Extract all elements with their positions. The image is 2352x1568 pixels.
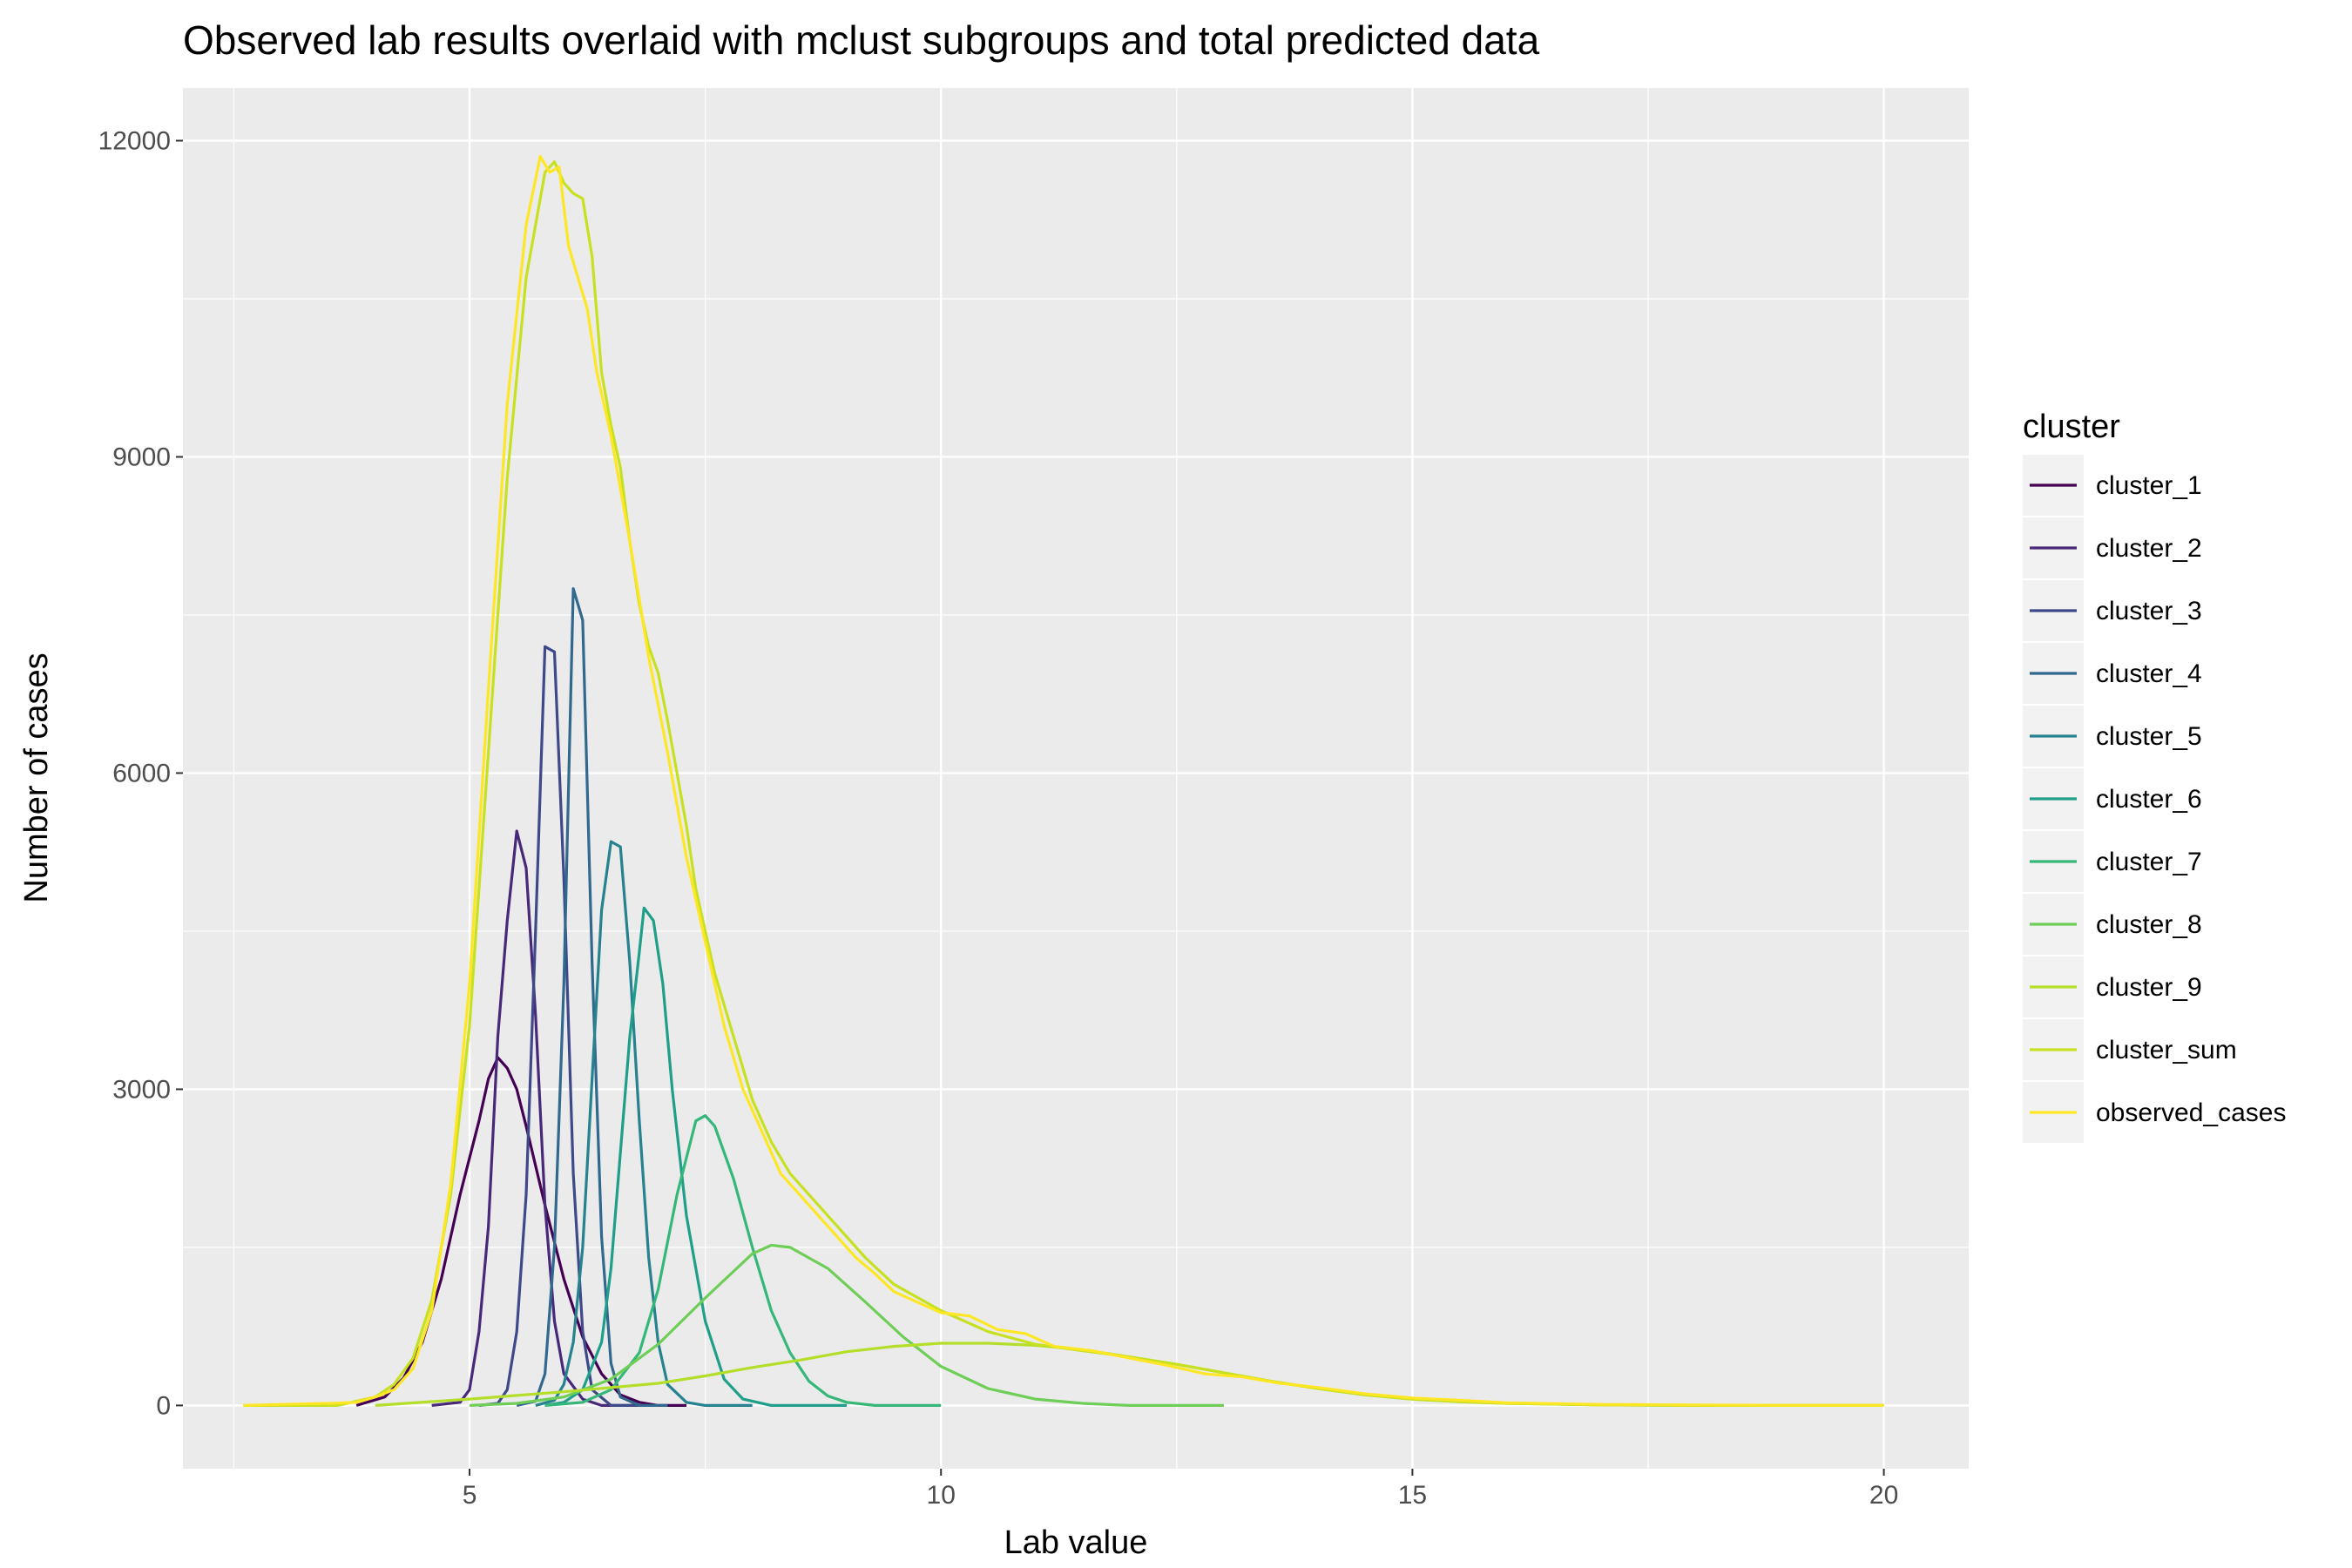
legend-label-cluster_6: cluster_6 <box>2096 785 2202 814</box>
legend-label-observed_cases: observed_cases <box>2096 1098 2286 1127</box>
y-axis-title: Number of cases <box>18 652 55 902</box>
series-line-cluster_8 <box>469 1243 1224 1407</box>
legend-label-cluster_9: cluster_9 <box>2096 973 2202 1002</box>
series-line-cluster_sum <box>243 160 1884 1407</box>
y-tick-label: 9000 <box>112 443 171 471</box>
y-tick-label: 0 <box>156 1391 171 1420</box>
y-tick-label: 3000 <box>112 1075 171 1104</box>
x-tick-label: 15 <box>1398 1481 1427 1510</box>
legend-title: cluster <box>2023 409 2120 445</box>
legend-label-cluster_2: cluster_2 <box>2096 534 2202 563</box>
x-axis: 5 10 15 20 <box>463 1469 1898 1510</box>
x-tick-label: 5 <box>463 1481 477 1510</box>
legend-label-cluster_5: cluster_5 <box>2096 722 2202 751</box>
series-line-cluster_3 <box>478 645 639 1407</box>
series-line-cluster_4 <box>516 587 668 1407</box>
chart-title: Observed lab results overlaid with mclus… <box>183 17 1540 63</box>
legend-label-cluster_7: cluster_7 <box>2096 848 2202 876</box>
minor-grid <box>183 88 1969 1469</box>
legend-label-cluster_8: cluster_8 <box>2096 910 2202 939</box>
y-axis: 0 3000 6000 9000 12000 <box>98 126 183 1420</box>
legend-label-cluster_4: cluster_4 <box>2096 659 2202 688</box>
x-tick-label: 10 <box>927 1481 956 1510</box>
x-axis-title: Lab value <box>1004 1524 1148 1561</box>
series-lines <box>243 155 1884 1407</box>
series-line-cluster_5 <box>535 840 753 1407</box>
y-tick-label: 12000 <box>98 126 171 155</box>
legend-label-cluster_sum: cluster_sum <box>2096 1036 2237 1064</box>
legend-label-cluster_1: cluster_1 <box>2096 471 2202 500</box>
series-line-observed_cases <box>243 155 1884 1407</box>
legend: cluster cluster_1 cluster_2 cluster_3clust… <box>2023 409 2286 1143</box>
plot-panel <box>183 88 1969 1469</box>
y-tick-label: 6000 <box>112 759 171 787</box>
legend-label-cluster_3: cluster_3 <box>2096 597 2202 625</box>
x-tick-label: 20 <box>1869 1481 1898 1510</box>
series-line-cluster_7 <box>544 1114 942 1407</box>
series-line-cluster_6 <box>544 906 847 1407</box>
series-line-cluster_2 <box>431 829 639 1407</box>
